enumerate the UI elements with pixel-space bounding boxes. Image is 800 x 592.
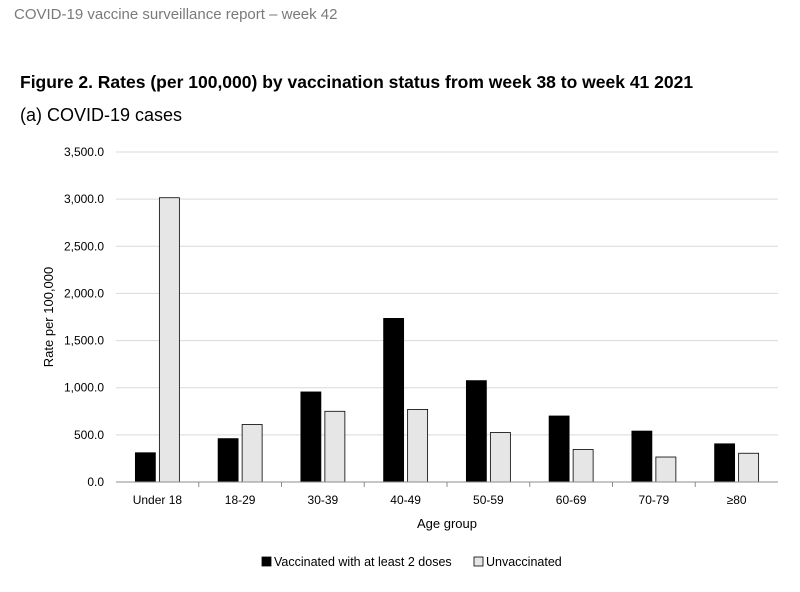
x-tick-label: 18-29: [225, 493, 256, 507]
bar-unvaccinated: [489, 432, 511, 483]
legend-label: Unvaccinated: [486, 555, 562, 569]
bar-vaccinated: [631, 430, 653, 483]
y-axis-label: Rate per 100,000: [41, 267, 56, 367]
figure-subtitle: (a) COVID-19 cases: [20, 105, 183, 125]
bar-vaccinated: [465, 380, 487, 483]
bar-unvaccinated: [407, 408, 429, 483]
x-axis-label: Age group: [417, 516, 477, 531]
bar-unvaccinated: [738, 452, 760, 483]
y-tick-label: 2,500.0: [64, 239, 104, 253]
bar-vaccinated: [548, 415, 570, 483]
y-tick-label: 1,000.0: [64, 381, 104, 395]
x-tick-label: 30-39: [308, 493, 339, 507]
gridlines: [116, 151, 778, 436]
bar-unvaccinated: [572, 449, 594, 483]
y-tick-label: 1,500.0: [64, 334, 104, 348]
bar-unvaccinated: [655, 456, 677, 483]
bar-vaccinated: [383, 318, 405, 483]
x-tick-label: ≥80: [727, 493, 747, 507]
x-tick-label: Under 18: [133, 493, 183, 507]
y-tick-label: 2,000.0: [64, 286, 104, 300]
bars: [134, 197, 760, 483]
y-tick-label: 3,000.0: [64, 192, 104, 206]
figure-title: Figure 2. Rates (per 100,000) by vaccina…: [20, 72, 694, 92]
x-tick-label: 60-69: [556, 493, 587, 507]
y-tick-label: 500.0: [74, 428, 104, 442]
x-tick-label: 40-49: [390, 493, 421, 507]
y-tick-label: 3,500.0: [64, 145, 104, 159]
y-axis-ticks: 0.0 500.0 1,000.0 1,500.0 2,000.0 2,500.0 3,00…: [64, 145, 104, 489]
bar-vaccinated: [134, 452, 156, 483]
report-header: COVID-19 vaccine surveillance report – w…: [14, 6, 338, 23]
bar-unvaccinated: [241, 424, 263, 483]
bar-vaccinated: [300, 391, 322, 483]
y-tick-label: 0.0: [87, 475, 104, 489]
bar-vaccinated: [217, 438, 239, 483]
bar-unvaccinated: [158, 197, 180, 483]
x-tick-label: 70-79: [639, 493, 670, 507]
legend: Vaccinated with at least 2 doses Unvaccin…: [261, 555, 562, 569]
x-axis-ticks: Under 18 18-29 30-39 40-49 50-59 60-69 70-79 ≥8…: [133, 482, 747, 507]
legend-swatch: [261, 556, 272, 567]
legend-swatch: [473, 556, 484, 567]
bar-vaccinated: [714, 443, 736, 483]
bar-unvaccinated: [324, 410, 346, 483]
x-tick-label: 50-59: [473, 493, 504, 507]
legend-label: Vaccinated with at least 2 doses: [274, 555, 452, 569]
